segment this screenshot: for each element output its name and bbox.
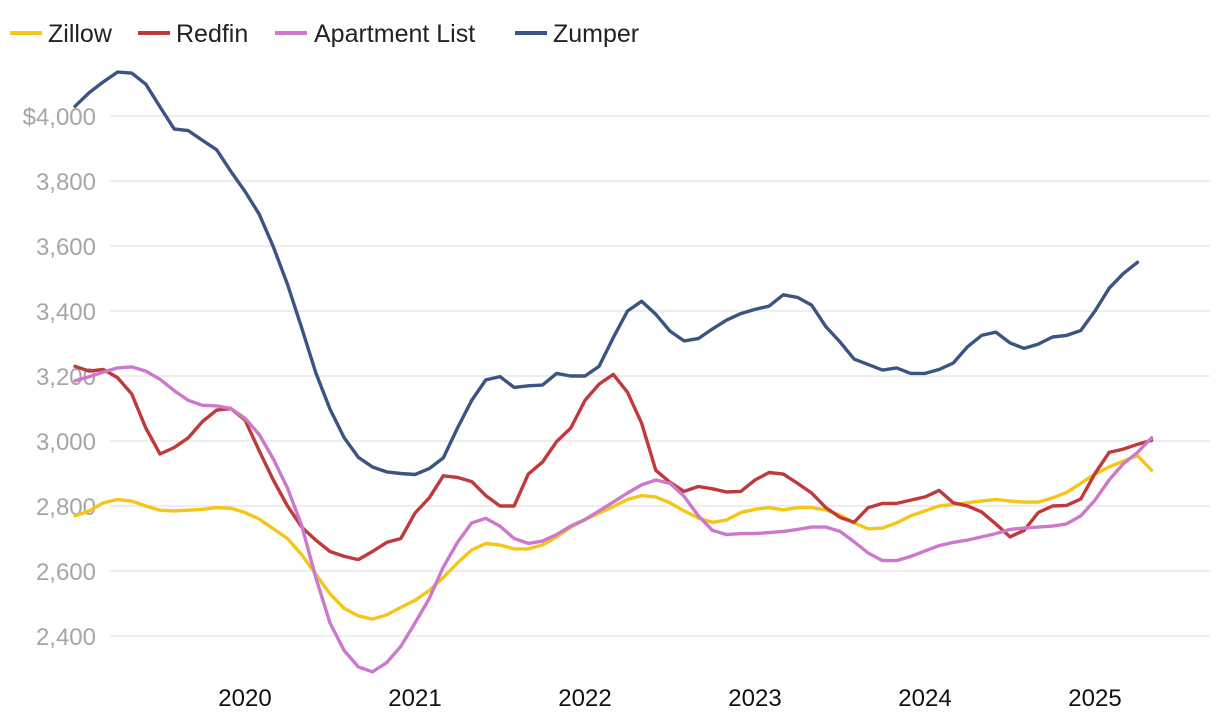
legend-item-apartment-list: Apartment List bbox=[275, 20, 475, 48]
y-tick-label: 3,000 bbox=[36, 429, 96, 456]
legend-item-redfin: Redfin bbox=[138, 20, 248, 48]
x-axis: 2020 2021 2022 2023 2024 2025 bbox=[218, 685, 1121, 712]
series-line-zillow bbox=[73, 453, 1154, 621]
legend-label-zillow: Zillow bbox=[48, 20, 113, 48]
legend-label-redfin: Redfin bbox=[176, 20, 248, 48]
y-tick-label: 2,600 bbox=[36, 559, 96, 586]
gridlines bbox=[110, 115, 1210, 637]
legend-label-zumper: Zumper bbox=[553, 20, 639, 48]
y-tick-label: 3,800 bbox=[36, 169, 96, 196]
x-tick-label: 2022 bbox=[558, 685, 611, 712]
series-line-apartment-list bbox=[73, 365, 1154, 674]
x-tick-label: 2024 bbox=[898, 685, 951, 712]
x-tick-label: 2023 bbox=[728, 685, 781, 712]
x-tick-label: 2020 bbox=[218, 685, 271, 712]
plot-area bbox=[73, 70, 1154, 674]
legend-item-zillow: Zillow bbox=[10, 20, 113, 48]
series-line-redfin bbox=[73, 364, 1154, 562]
series-line-zumper bbox=[73, 70, 1140, 477]
y-tick-label: $4,000 bbox=[23, 104, 96, 131]
x-tick-label: 2021 bbox=[388, 685, 441, 712]
y-axis: 2,4002,6002,8003,0003,2003,4003,6003,800… bbox=[23, 104, 96, 651]
y-tick-label: 2,400 bbox=[36, 624, 96, 651]
legend: Zillow Redfin Apartment List Zumper bbox=[10, 20, 639, 48]
legend-item-zumper: Zumper bbox=[515, 20, 639, 48]
x-tick-label: 2025 bbox=[1068, 685, 1121, 712]
legend-label-apartment-list: Apartment List bbox=[314, 20, 475, 48]
y-tick-label: 2,800 bbox=[36, 494, 96, 521]
y-tick-label: 3,400 bbox=[36, 299, 96, 326]
y-tick-label: 3,600 bbox=[36, 234, 96, 261]
